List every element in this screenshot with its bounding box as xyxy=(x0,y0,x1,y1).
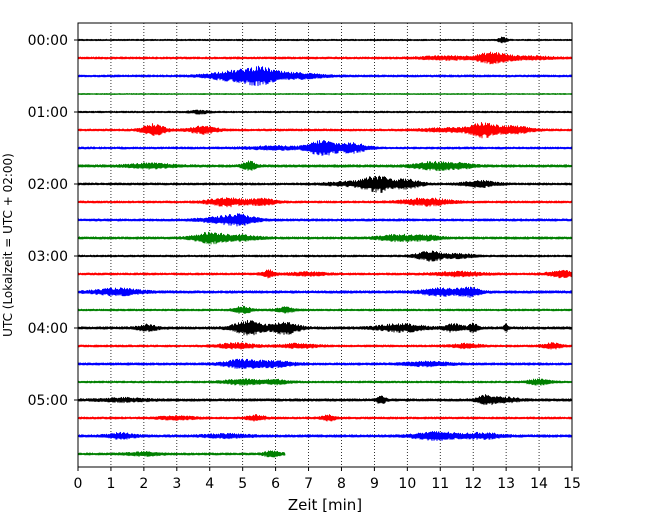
x-tick-label: 4 xyxy=(205,476,214,492)
x-tick-label: 6 xyxy=(271,476,280,492)
y-axis-ticks: 00:00 01:00 02:00 03:00 04:00 05:00 xyxy=(28,33,78,409)
trace-row-0300 xyxy=(77,250,573,262)
trace-row-0015 xyxy=(77,51,573,65)
trace-row-0130 xyxy=(77,140,573,156)
trace-row-0445 xyxy=(77,378,573,386)
x-tick-label: 7 xyxy=(304,476,313,492)
trace-row-0245 xyxy=(77,231,573,245)
y-tick-label: 02:00 xyxy=(28,177,68,193)
plot-frame xyxy=(77,22,573,468)
x-tick-label: 13 xyxy=(497,476,515,492)
trace-row-0415 xyxy=(77,342,573,350)
trace-row-0315 xyxy=(77,269,573,279)
y-tick-label: 00:00 xyxy=(28,33,68,49)
trace-row-0345 xyxy=(77,305,573,315)
trace-row-0000 xyxy=(77,36,573,44)
x-axis-ticks: 0 1 2 3 4 5 6 7 8 9 10 11 12 13 14 15 xyxy=(74,467,581,492)
y-axis-label: UTC (Lokalzeit = UTC + 02:00) xyxy=(1,153,15,337)
trace-row-0045 xyxy=(77,93,573,95)
trace-row-0430 xyxy=(77,358,573,370)
x-tick-label: 11 xyxy=(431,476,449,492)
trace-rows xyxy=(77,36,573,458)
x-tick-label: 8 xyxy=(337,476,346,492)
x-tick-label: 10 xyxy=(398,476,416,492)
trace-row-0230 xyxy=(77,213,573,227)
y-tick-label: 04:00 xyxy=(28,321,68,337)
trace-row-0215 xyxy=(77,197,573,208)
x-tick-label: 1 xyxy=(106,476,115,492)
trace-row-0330 xyxy=(77,286,573,298)
y-tick-label: 01:00 xyxy=(28,105,68,121)
x-tick-label: 0 xyxy=(74,476,83,492)
trace-row-0530 xyxy=(77,431,573,441)
trace-row-0400 xyxy=(77,319,573,336)
y-tick-label: 05:00 xyxy=(28,393,68,409)
trace-row-0100 xyxy=(77,109,573,115)
x-grid xyxy=(110,23,540,467)
x-tick-label: 3 xyxy=(172,476,181,492)
trace-row-0030 xyxy=(77,65,573,87)
x-tick-label: 5 xyxy=(238,476,247,492)
y-tick-label: 03:00 xyxy=(28,249,68,265)
trace-row-0545 xyxy=(77,450,286,458)
x-tick-label: 12 xyxy=(464,476,482,492)
x-tick-label: 9 xyxy=(370,476,379,492)
x-axis-label: Zeit [min] xyxy=(288,496,362,514)
trace-row-0115 xyxy=(77,122,573,139)
trace-row-0145 xyxy=(77,160,573,172)
trace-row-0515 xyxy=(77,414,573,422)
x-tick-label: 2 xyxy=(139,476,148,492)
trace-row-0500 xyxy=(77,394,573,406)
trace-row-0200 xyxy=(77,175,573,194)
x-tick-label: 14 xyxy=(530,476,548,492)
x-tick-label: 15 xyxy=(563,476,581,492)
